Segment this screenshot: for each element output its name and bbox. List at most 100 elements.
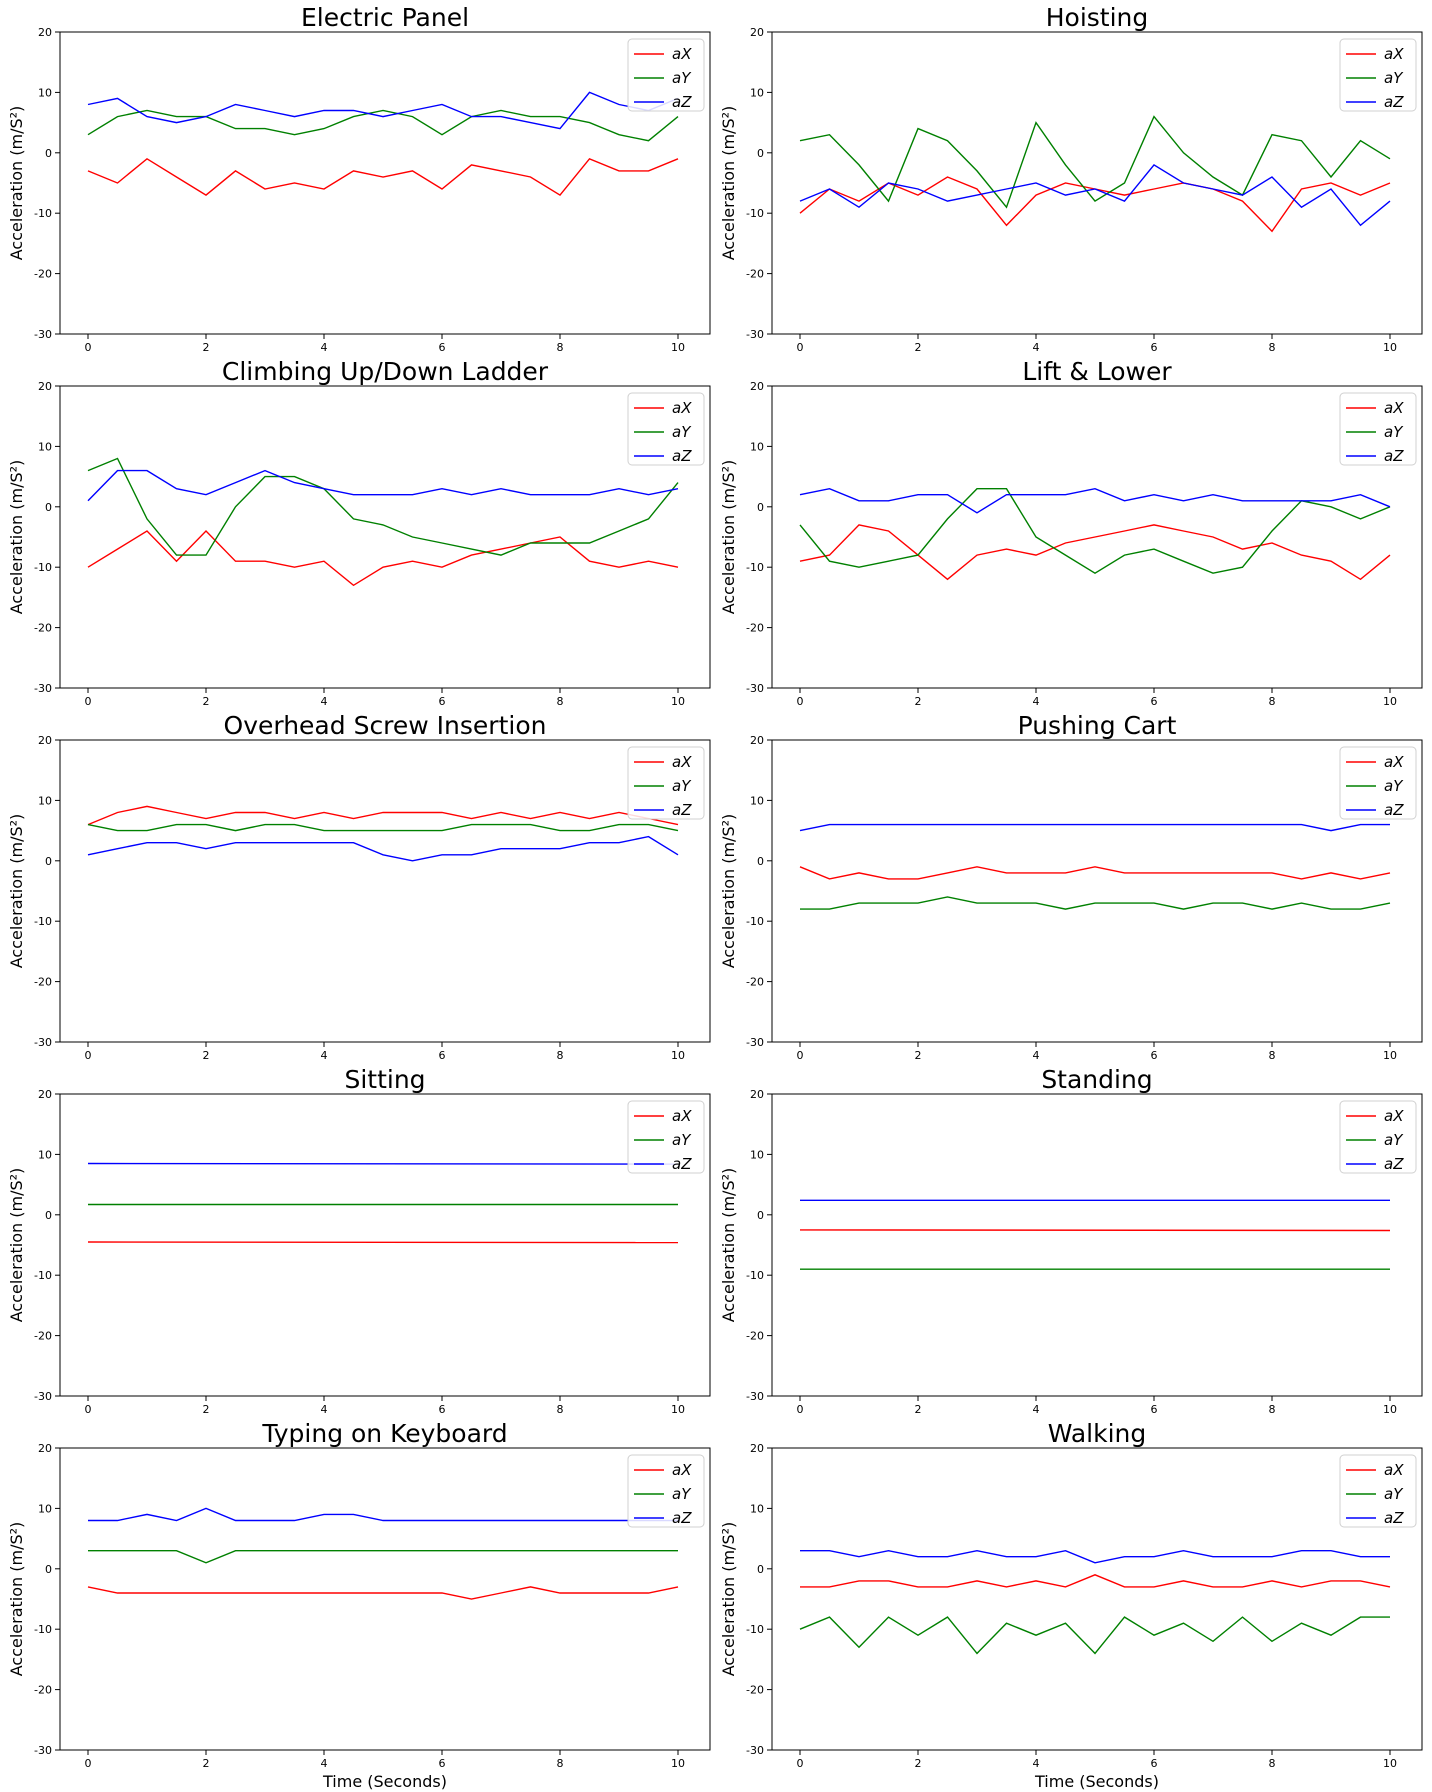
x-tick-label: 4 <box>321 1049 328 1062</box>
y-axis-label: Acceleration (m/S²) <box>7 1168 26 1323</box>
x-tick-label: 4 <box>1033 1403 1040 1416</box>
subplot-title: Typing on Keyboard <box>261 1419 507 1448</box>
subplot-0: 0 2 4 6 8 10 -30 -20 -10 0 10 20 Electric Panel Accel… <box>7 3 711 354</box>
y-tick-label: 10 <box>38 440 52 453</box>
y-tick-label: -10 <box>746 561 764 574</box>
x-axis-label: Time (Seconds) <box>1034 1772 1159 1791</box>
y-tick-label: -10 <box>746 1623 764 1636</box>
plot-frame <box>59 385 711 689</box>
legend-box <box>627 38 705 112</box>
x-tick-label: 8 <box>1269 695 1276 708</box>
plot-frame <box>771 1093 1423 1397</box>
legend-label-ax: aX <box>672 1461 692 1479</box>
x-tick-label: 10 <box>671 695 685 708</box>
subplot-3: 0 2 4 6 8 10 -30 -20 -10 0 10 20 Lift & Lower Acceler… <box>719 357 1423 708</box>
y-tick-label: 0 <box>757 147 764 160</box>
x-tick-label: 6 <box>1151 1403 1158 1416</box>
x-tick-label: 6 <box>439 341 446 354</box>
x-axis-label: Time (Seconds) <box>322 1772 447 1791</box>
plot-frame <box>59 31 711 335</box>
y-tick-label: 0 <box>757 855 764 868</box>
x-tick-label: 6 <box>1151 1049 1158 1062</box>
subplot-title: Overhead Screw Insertion <box>224 711 547 740</box>
plot-frame <box>59 1447 711 1751</box>
y-axis-label: Acceleration (m/S²) <box>719 106 738 261</box>
y-tick-label: -20 <box>34 1330 52 1343</box>
y-tick-label: -10 <box>34 1623 52 1636</box>
y-tick-label: -30 <box>34 1036 52 1049</box>
y-tick-label: -20 <box>746 268 764 281</box>
y-tick-label: -20 <box>746 976 764 989</box>
legend-label-az: aZ <box>1384 447 1404 465</box>
y-tick-label: 10 <box>38 794 52 807</box>
y-tick-label: -30 <box>34 328 52 341</box>
x-tick-label: 6 <box>1151 341 1158 354</box>
series-line-ay <box>799 1616 1390 1655</box>
series-line-ay <box>87 109 679 142</box>
x-tick-label: 4 <box>321 1403 328 1416</box>
y-tick-label: -30 <box>746 1390 764 1403</box>
legend-label-ay: aY <box>672 423 692 441</box>
y-tick-label: -30 <box>746 328 764 341</box>
y-tick-label: -10 <box>34 1269 52 1282</box>
legend-box <box>1339 1100 1417 1174</box>
x-tick-label: 6 <box>439 695 446 708</box>
x-tick-label: 4 <box>321 341 328 354</box>
x-tick-label: 10 <box>1383 1757 1397 1770</box>
series-line-az <box>87 91 679 130</box>
legend-label-az: aZ <box>672 93 692 111</box>
legend-label-ax: aX <box>1384 1107 1404 1125</box>
y-axis-label: Acceleration (m/S²) <box>719 1522 738 1677</box>
legend-label-ax: aX <box>672 399 692 417</box>
legend-box <box>1339 38 1417 112</box>
legend-label-ax: aX <box>672 1107 692 1125</box>
series-line-ay <box>87 457 679 556</box>
legend-label-ay: aY <box>1384 423 1404 441</box>
x-tick-label: 6 <box>439 1049 446 1062</box>
y-tick-label: -10 <box>746 207 764 220</box>
x-tick-label: 4 <box>321 1757 328 1770</box>
x-tick-label: 0 <box>85 1403 92 1416</box>
subplot-1: 0 2 4 6 8 10 -30 -20 -10 0 10 20 Hoisting Acceleratio… <box>719 3 1423 354</box>
y-tick-label: -30 <box>746 682 764 695</box>
y-tick-label: 20 <box>38 380 52 393</box>
subplot-6: 0 2 4 6 8 10 -30 -20 -10 0 10 20 Sitting Acceleration… <box>7 1065 711 1416</box>
y-tick-label: 10 <box>750 86 764 99</box>
y-axis-label: Acceleration (m/S²) <box>7 814 26 969</box>
subplot-7: 0 2 4 6 8 10 -30 -20 -10 0 10 20 Standing Acceleratio… <box>719 1065 1423 1416</box>
subplot-4: 0 2 4 6 8 10 -30 -20 -10 0 10 20 Overhead Screw Inse… <box>7 711 711 1062</box>
y-tick-label: 0 <box>45 501 52 514</box>
legend-label-ax: aX <box>672 753 692 771</box>
x-tick-label: 0 <box>797 695 804 708</box>
legend-label-ay: aY <box>672 1485 692 1503</box>
subplot-9: 0 2 4 6 8 10 -30 -20 -10 0 10 20 Walking Acceleration… <box>719 1419 1423 1791</box>
y-tick-label: -30 <box>746 1036 764 1049</box>
legend-label-az: aZ <box>1384 93 1404 111</box>
x-tick-label: 4 <box>1033 1757 1040 1770</box>
legend-label-ay: aY <box>672 69 692 87</box>
y-tick-label: 20 <box>750 1442 764 1455</box>
y-tick-label: -10 <box>746 1269 764 1282</box>
legend-label-ax: aX <box>1384 399 1404 417</box>
x-tick-label: 10 <box>671 341 685 354</box>
legend-label-ax: aX <box>1384 45 1404 63</box>
x-tick-label: 4 <box>321 695 328 708</box>
x-tick-label: 6 <box>1151 1757 1158 1770</box>
y-tick-label: -10 <box>34 915 52 928</box>
y-tick-label: -30 <box>746 1744 764 1757</box>
x-tick-label: 0 <box>85 1757 92 1770</box>
series-line-az <box>87 835 679 862</box>
x-tick-label: 6 <box>1151 695 1158 708</box>
series-line-az <box>87 1162 679 1165</box>
y-tick-label: -20 <box>746 1684 764 1697</box>
series-line-ax <box>799 176 1391 233</box>
x-tick-label: 8 <box>557 341 564 354</box>
y-tick-label: -20 <box>34 268 52 281</box>
y-tick-label: 10 <box>750 794 764 807</box>
x-tick-label: 0 <box>797 1757 804 1770</box>
x-tick-label: 0 <box>85 341 92 354</box>
subplot-title: Pushing Cart <box>1018 711 1177 740</box>
legend-box <box>627 746 705 820</box>
legend-box <box>1339 1454 1417 1528</box>
